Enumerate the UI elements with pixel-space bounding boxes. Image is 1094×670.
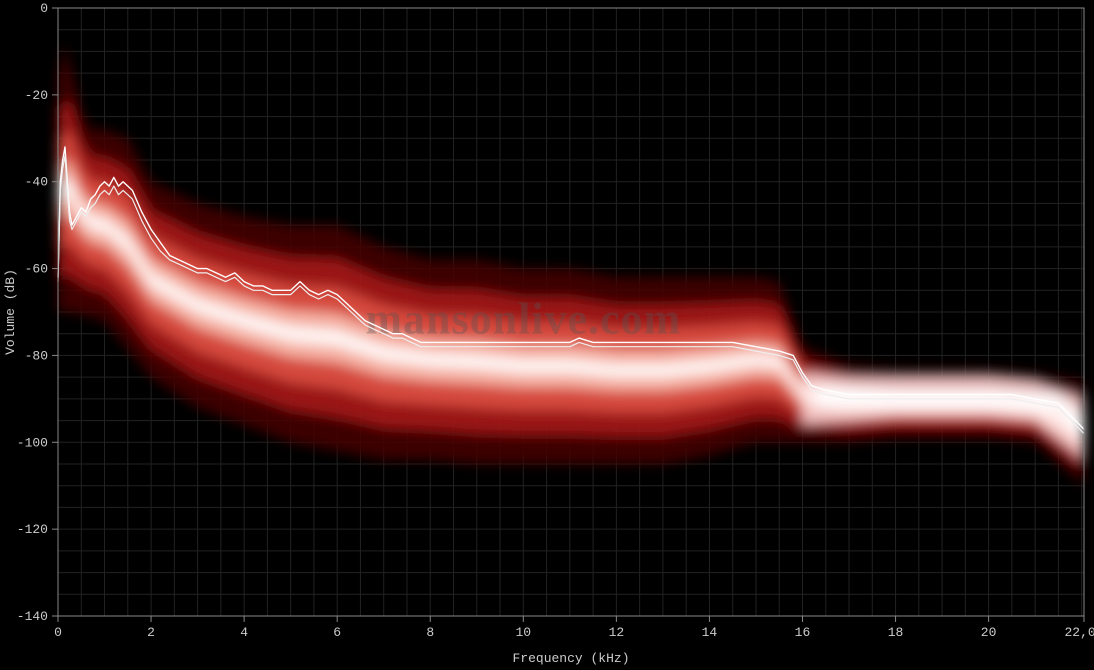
spectrum-chart: mansonlive.com 0 2 4 6 8 10 12 14 16 18 20 22,05 0 -20… (0, 0, 1094, 670)
y-tick-label: -120 (17, 522, 48, 537)
y-tick-label: 0 (40, 1, 48, 16)
x-axis-label: Frequency (kHz) (512, 651, 629, 666)
x-tick-label: 18 (888, 625, 904, 640)
x-tick-label: 12 (609, 625, 625, 640)
watermark: mansonlive.com (365, 295, 681, 344)
y-tick-label: -60 (25, 262, 48, 277)
x-tick-label: 6 (333, 625, 341, 640)
x-tick-label: 14 (702, 625, 718, 640)
y-tick-label: -20 (25, 88, 48, 103)
y-tick-label: -40 (25, 175, 48, 190)
x-tick-label: 22,05 (1064, 625, 1094, 640)
x-tick-label: 10 (516, 625, 532, 640)
y-tick-label: -80 (25, 348, 48, 363)
chart-svg: mansonlive.com 0 2 4 6 8 10 12 14 16 18 20 22,05 0 -20… (0, 0, 1094, 670)
y-axis-label: Volume (dB) (3, 269, 18, 355)
x-tick-label: 8 (426, 625, 434, 640)
x-tick-label: 16 (795, 625, 811, 640)
x-tick-label: 2 (147, 625, 155, 640)
y-tick-label: -140 (17, 609, 48, 624)
x-tick-label: 20 (981, 625, 997, 640)
x-tick-label: 0 (54, 625, 62, 640)
x-tick-label: 4 (240, 625, 248, 640)
y-tick-label: -100 (17, 435, 48, 450)
